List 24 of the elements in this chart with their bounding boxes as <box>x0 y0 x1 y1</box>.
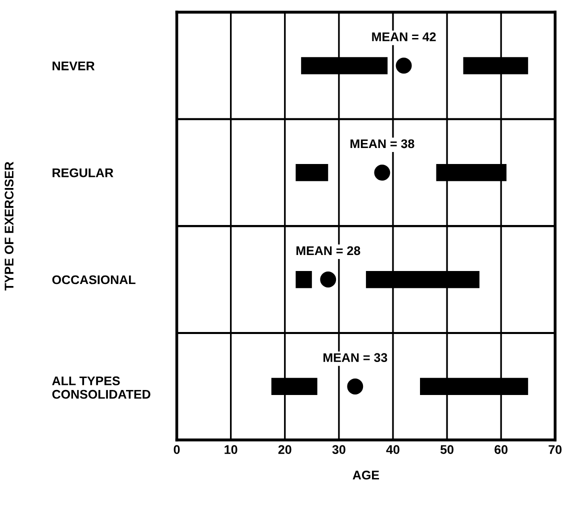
x-tick-label: 30 <box>332 445 346 454</box>
y-tick-label: ALL TYPES CONSOLIDATED <box>52 376 150 399</box>
x-tick-label: 0 <box>174 445 180 454</box>
y-tick-label: REGULAR <box>52 168 114 178</box>
y-tick-label: NEVER <box>52 62 95 70</box>
bar <box>296 164 328 182</box>
x-axis-title: AGE <box>352 470 380 480</box>
annotation: MEAN = 38 <box>350 139 414 148</box>
annotation: MEAN = 42 <box>372 32 436 42</box>
x-tick-label: 50 <box>440 445 454 454</box>
x-tick-label: 60 <box>494 445 508 454</box>
annotation: MEAN = 28 <box>296 246 360 256</box>
point <box>347 378 364 394</box>
y-tick-label: OCCASIONAL <box>52 275 136 284</box>
y-axis-title: TYPE OF EXERCISER <box>4 162 14 291</box>
x-tick-label: 10 <box>224 445 238 454</box>
point <box>396 58 412 74</box>
point <box>320 272 336 288</box>
point <box>374 164 390 181</box>
x-tick-label: 40 <box>386 445 400 454</box>
bar <box>296 270 312 288</box>
annotation: MEAN = 33 <box>324 353 388 362</box>
x-tick-label: 20 <box>278 445 292 454</box>
x-tick-label: 70 <box>548 445 562 454</box>
